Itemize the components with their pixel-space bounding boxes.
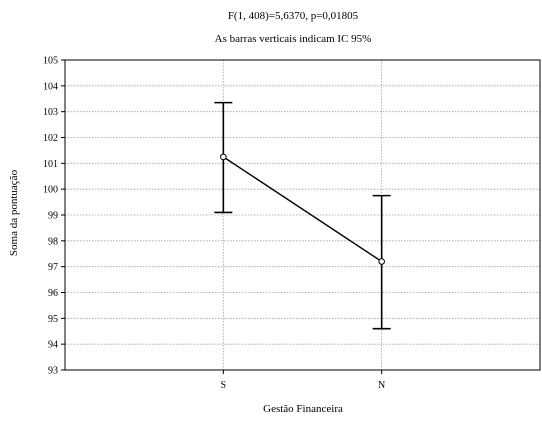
- y-tick-label: 103: [43, 107, 58, 118]
- grid-layer: [65, 60, 540, 370]
- y-tick-label: 101: [43, 159, 58, 170]
- y-tick-label: 96: [48, 288, 58, 299]
- x-tick-label: S: [221, 380, 227, 391]
- error-bar-layer: [214, 101, 391, 330]
- y-tick-label: 99: [48, 211, 58, 222]
- y-tick-label: 105: [43, 56, 58, 67]
- series-line: [222, 156, 383, 263]
- chart-subtitle: As barras verticais indicam IC 95%: [215, 33, 372, 45]
- y-tick-label: 97: [48, 262, 58, 273]
- plot-frame: [64, 59, 541, 371]
- data-point: [378, 258, 385, 265]
- series-line-layer: [222, 156, 383, 263]
- marker-layer: [220, 153, 385, 265]
- y-tick-label: 95: [48, 314, 58, 325]
- plot-frame-layer: [61, 59, 541, 374]
- chart-title: F(1, 408)=5,6370, p=0,01805: [228, 10, 359, 22]
- y-tick-label: 104: [43, 81, 58, 92]
- x-tick-label: N: [378, 380, 385, 391]
- x-axis-label: Gestão Financeira: [263, 403, 343, 415]
- y-axis-label: Soma da pontuação: [8, 169, 20, 256]
- data-point: [220, 153, 227, 161]
- y-tick-label: 102: [43, 133, 58, 144]
- y-tick-label: 93: [48, 366, 58, 377]
- y-tick-labels: 93 94 95 96 97 98 99 100 101 102 103 104 105: [43, 56, 58, 377]
- y-tick-label: 100: [43, 185, 58, 196]
- y-tick-label: 98: [48, 236, 58, 247]
- y-tick-label: 94: [48, 340, 58, 351]
